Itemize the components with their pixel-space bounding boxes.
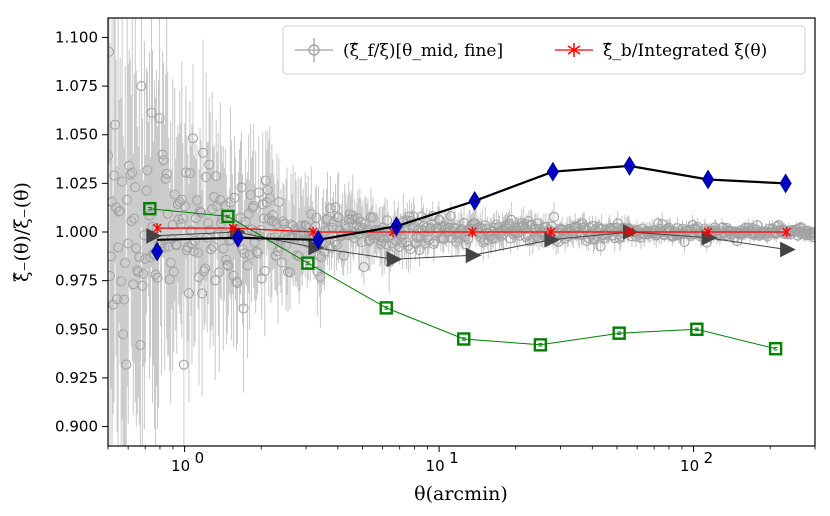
fine-point: [187, 133, 199, 144]
square-point: [379, 301, 393, 315]
red-star-point: [625, 227, 634, 237]
square-point: [221, 209, 235, 224]
fine-point: [679, 236, 690, 247]
triangle-point: [780, 241, 796, 258]
x-axis-label: θ(arcmin): [414, 483, 508, 505]
y-tick-label: 0.975: [55, 272, 98, 290]
fine-point: [160, 173, 171, 185]
y-tick-label: 1.050: [55, 126, 98, 144]
x-tick-exponent: 2: [704, 449, 714, 467]
legend-box: [282, 25, 806, 75]
legend-label-fine: (ξ̂_f/ξ)[θ_mid, fine]: [343, 41, 503, 61]
fine-point: [506, 214, 517, 225]
fine-point: [136, 81, 147, 92]
fine-point: [322, 213, 333, 224]
fine-point: [311, 212, 322, 223]
fine-point: [132, 265, 143, 276]
fine-point: [194, 206, 206, 217]
square-point: [533, 338, 548, 352]
y-axis: 0.900 0.925 0.950 0.975 1.000 1.025 1.050 1.075…: [55, 28, 108, 436]
square-point: [143, 201, 157, 216]
y-tick-label: 1.100: [55, 28, 98, 46]
fine-point: [595, 241, 606, 252]
fine-point: [358, 261, 369, 273]
fine-point: [200, 263, 211, 274]
square-series-line: [149, 208, 776, 350]
red-star-point: [152, 223, 162, 234]
x-tick-label: 10: [171, 457, 190, 475]
fine-point: [121, 359, 132, 370]
triangle-point: [544, 231, 561, 248]
fine-point: [571, 229, 582, 240]
fine-point: [548, 211, 560, 223]
fine-point: [178, 359, 189, 370]
x-tick-label: 10: [680, 457, 699, 475]
y-tick-label: 1.000: [55, 223, 98, 241]
fine-point: [232, 277, 243, 289]
y-axis-label: ξ̂₋(θ)/ξ₋(θ): [11, 182, 33, 282]
y-tick-label: 1.025: [55, 174, 98, 192]
red-star-point: [703, 227, 713, 237]
fine-point: [808, 232, 815, 243]
y-tick-label: 0.900: [55, 418, 98, 436]
fine-point: [752, 220, 763, 231]
legend-marker-fine: [295, 38, 333, 62]
triangle-point: [465, 247, 482, 264]
fine-ratio-scatter: [108, 18, 815, 446]
square-point: [301, 256, 315, 270]
x-axis: 10 0 10 1 10 2: [107, 446, 816, 475]
y-tick-label: 1.075: [55, 77, 98, 95]
x-tick-label: 10: [426, 457, 445, 475]
fine-point: [809, 228, 815, 239]
fine-point: [138, 268, 149, 279]
fine-point: [326, 242, 337, 253]
fine-point: [117, 176, 128, 187]
square-point: [690, 322, 704, 336]
red-star-point: [467, 227, 477, 237]
red-star-point: [546, 227, 556, 237]
fine-point: [150, 269, 161, 280]
square-point: [612, 326, 626, 340]
fine-point: [183, 288, 194, 299]
y-tick-label: 0.950: [55, 320, 98, 338]
x-tick-exponent: 1: [449, 449, 459, 467]
legend-marker-binned: [555, 43, 593, 57]
fine-point: [108, 46, 115, 57]
fine-point: [414, 244, 425, 256]
fine-point: [325, 203, 336, 214]
fine-point: [434, 215, 445, 226]
fine-point: [196, 207, 207, 218]
square-point: [768, 342, 783, 356]
x-tick-exponent: 0: [195, 449, 205, 467]
fine-point: [197, 288, 208, 299]
fine-point: [363, 236, 375, 247]
legend-label-binned: ξ̂_b/Integrated ξ(θ): [603, 41, 767, 61]
square-point: [457, 332, 471, 346]
y-tick-label: 0.925: [55, 369, 98, 387]
fine-point: [285, 267, 296, 278]
fine-point: [193, 272, 205, 283]
series-layer: [143, 155, 796, 356]
red-star-point: [228, 223, 238, 234]
legend: (ξ̂_f/ξ)[θ_mid, fine] ξ̂_b/Integrated ξ(…: [282, 25, 806, 75]
red-star-point: [782, 227, 792, 237]
fine-point: [433, 214, 444, 225]
triangle-point: [386, 251, 403, 268]
